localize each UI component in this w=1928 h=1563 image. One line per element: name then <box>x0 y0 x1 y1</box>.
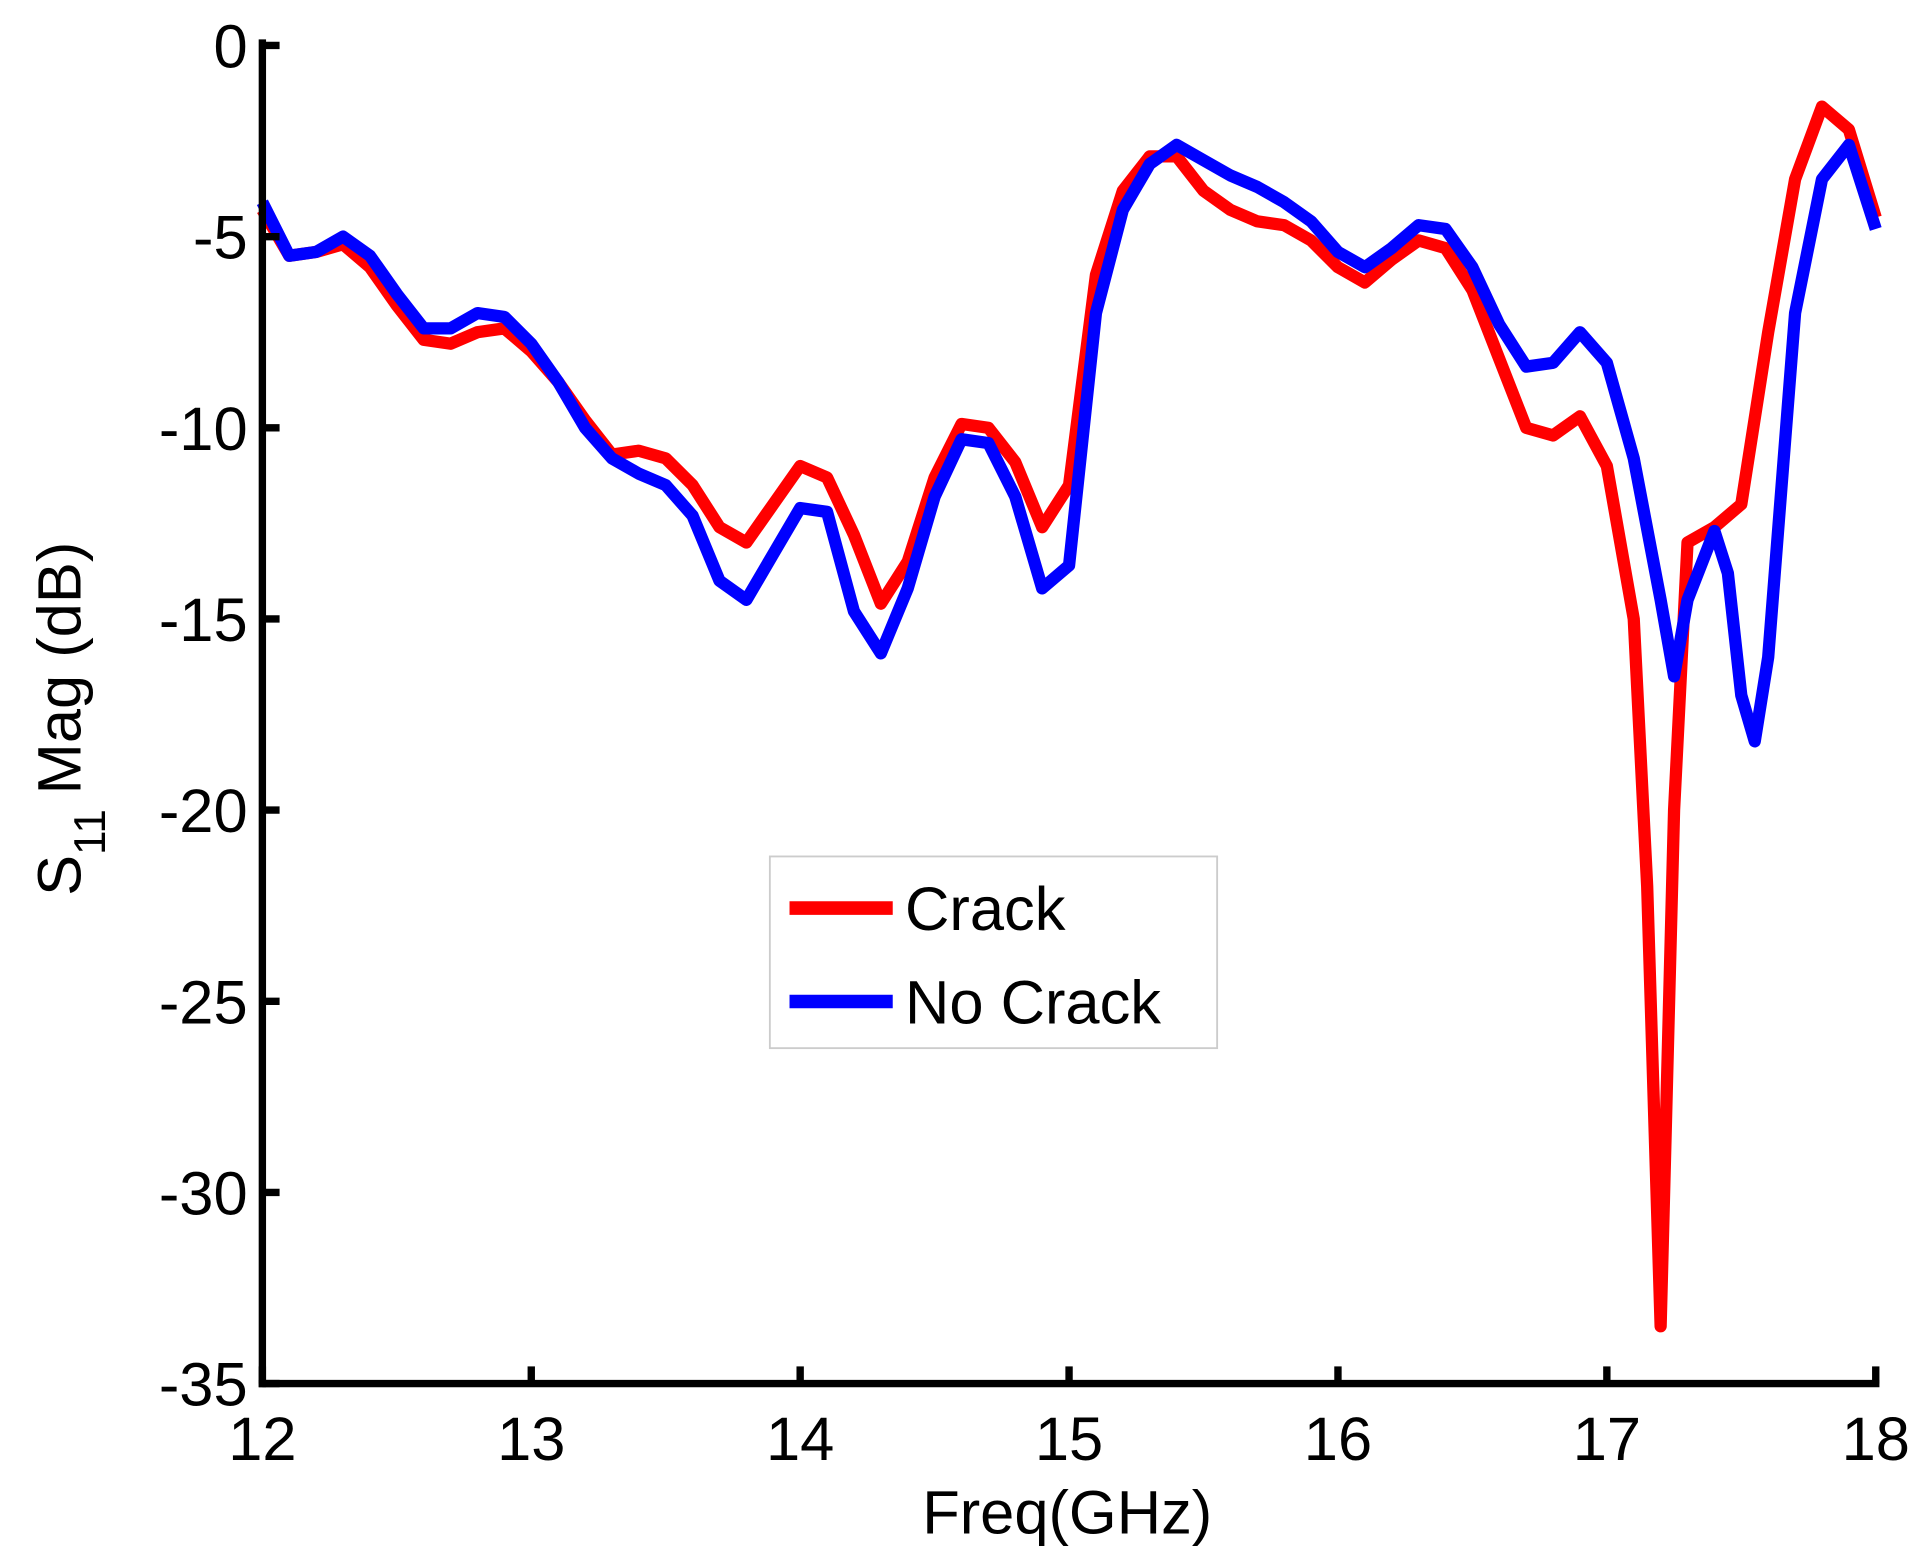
y-tick-label: -10 <box>159 395 248 464</box>
y-axis-label: S11 Mag (dB) <box>26 542 116 896</box>
x-tick-label: 17 <box>1573 1405 1641 1474</box>
y-label-sub: 11 <box>66 809 115 855</box>
y-tick-label: -20 <box>159 777 248 846</box>
y-tick-label: -15 <box>159 586 248 655</box>
x-tick-label: 15 <box>1035 1405 1103 1474</box>
data-line <box>257 100 1882 1333</box>
x-axis-label: Freq(GHz) <box>922 1479 1212 1548</box>
y-tick-label: -5 <box>193 204 248 273</box>
x-tick-label: 13 <box>497 1405 565 1474</box>
y-tick-label: -35 <box>159 1351 248 1420</box>
y-tick-label: -25 <box>159 968 248 1037</box>
legend-label: Crack <box>905 875 1066 944</box>
legend-box <box>768 855 1219 1050</box>
data-line <box>256 138 1882 748</box>
legend: Crack No Crack <box>768 855 1219 1050</box>
x-tick-label: 16 <box>1304 1405 1372 1474</box>
y-tick-label: 0 <box>213 13 247 82</box>
y-tick-label: -30 <box>159 1160 248 1229</box>
y-label-main: S <box>26 855 95 896</box>
x-tick-label: 14 <box>766 1405 834 1474</box>
y-label-rest: Mag (dB) <box>26 542 95 795</box>
x-tick-label: 18 <box>1842 1405 1910 1474</box>
x-tick-label: 12 <box>228 1405 296 1474</box>
legend-label: No Crack <box>905 969 1161 1038</box>
